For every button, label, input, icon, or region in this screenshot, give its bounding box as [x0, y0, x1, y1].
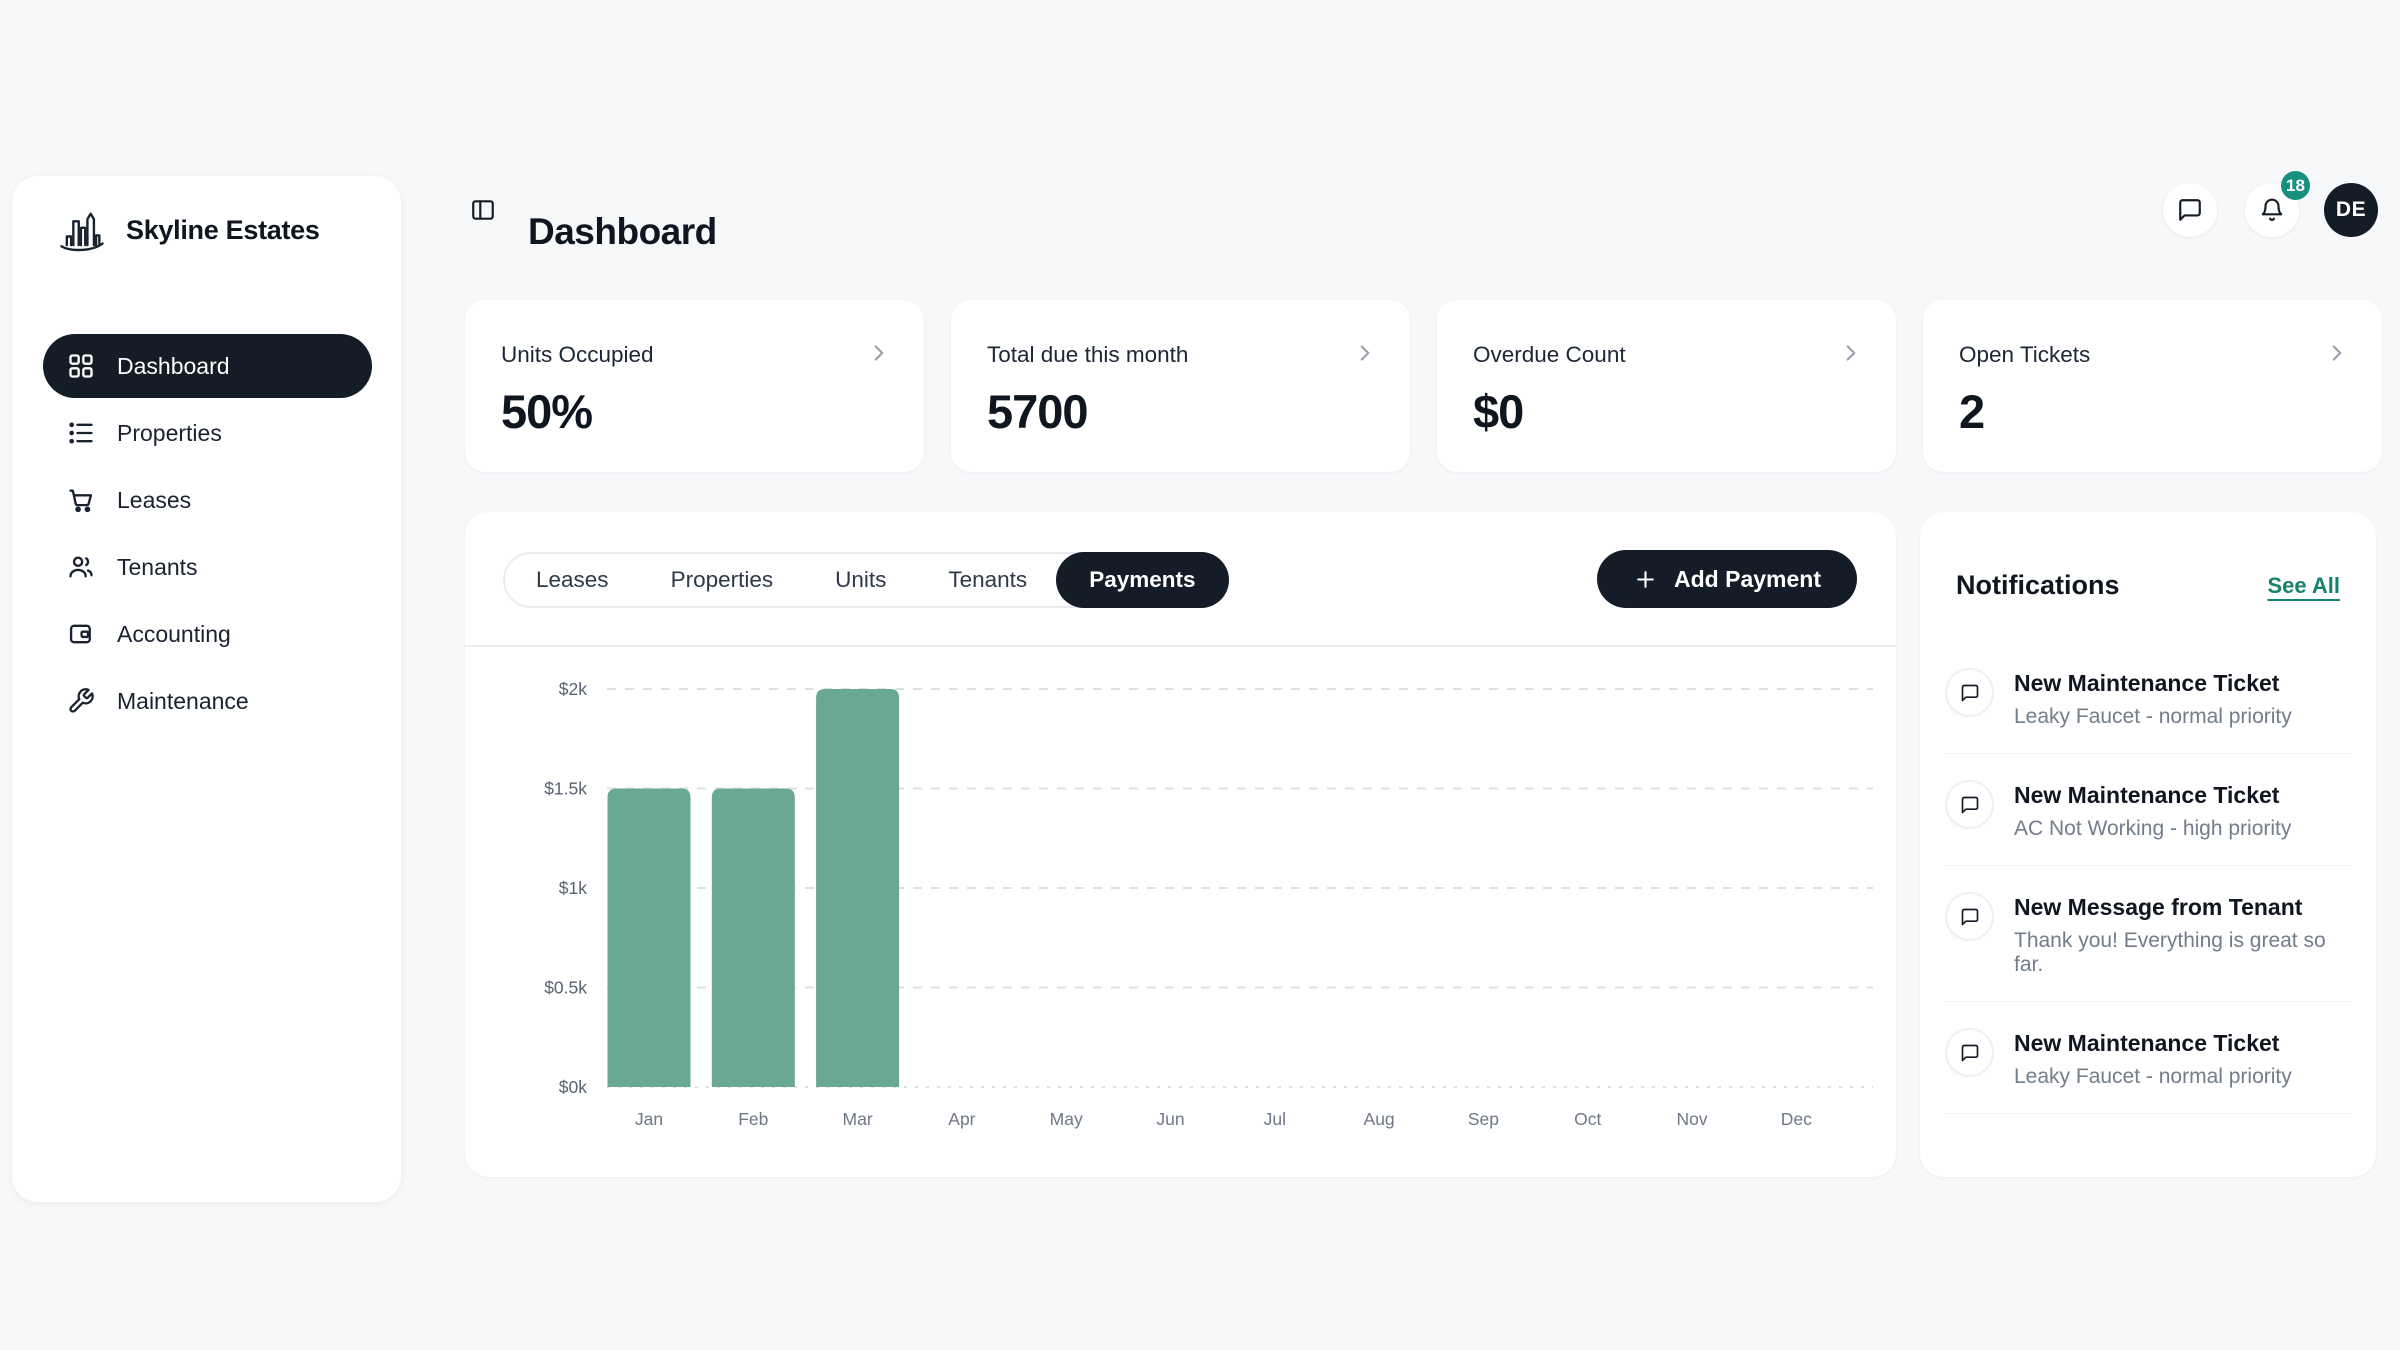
stat-card-open-tickets[interactable]: Open Tickets 2	[1923, 300, 2382, 472]
notifications-header: Notifications See All	[1956, 570, 2340, 601]
tab-leases[interactable]: Leases	[505, 554, 640, 606]
page-title: Dashboard	[528, 210, 717, 252]
bar-jan[interactable]	[607, 788, 691, 1088]
notifications-list: New Maintenance Ticket Leaky Faucet - no…	[1945, 642, 2351, 1134]
svg-text:$1.5k: $1.5k	[544, 779, 587, 799]
sidebar-item-properties[interactable]: Properties	[43, 401, 372, 465]
tab-properties[interactable]: Properties	[640, 554, 805, 606]
stat-card-overdue-count[interactable]: Overdue Count $0	[1437, 300, 1896, 472]
avatar[interactable]: DE	[2324, 183, 2378, 237]
tab-tenants[interactable]: Tenants	[917, 554, 1058, 606]
users-icon	[67, 553, 95, 581]
add-payment-button[interactable]: Add Payment	[1597, 550, 1857, 608]
sidebar-item-maintenance[interactable]: Maintenance	[43, 669, 372, 733]
notification-item[interactable]: New Maintenance Ticket AC Not Working - …	[1945, 754, 2351, 866]
svg-text:Jan: Jan	[635, 1109, 663, 1129]
svg-text:May: May	[1050, 1109, 1083, 1129]
bell-icon	[2259, 197, 2285, 223]
brand: Skyline Estates	[56, 204, 320, 256]
svg-text:Apr: Apr	[948, 1109, 975, 1129]
chart-bars	[607, 689, 900, 1088]
cart-icon	[67, 486, 95, 514]
svg-text:Mar: Mar	[843, 1109, 873, 1129]
notification-item[interactable]: New Message from Tenant Thank you! Every…	[1945, 866, 2351, 1002]
main-tabs: Leases Properties Units Tenants Payments	[503, 552, 1229, 608]
chevron-right-icon[interactable]	[1838, 340, 1864, 366]
payments-bar-chart: $0k $0.5k $1k $1.5k $2k Jan Feb Mar Apr May Jun Jul…	[544, 679, 1873, 1129]
sidebar-nav: Dashboard Properties Leases Tenants Acco…	[43, 334, 372, 733]
svg-text:$0.5k: $0.5k	[544, 978, 587, 998]
notification-item-clipped[interactable]	[1945, 1114, 2351, 1134]
bar-mar[interactable]	[816, 689, 900, 1087]
svg-text:$1k: $1k	[559, 878, 587, 898]
plus-icon	[1633, 567, 1658, 592]
notification-item[interactable]: New Maintenance Ticket Leaky Faucet - no…	[1945, 642, 2351, 754]
wallet-icon	[67, 620, 95, 648]
sidebar-item-dashboard[interactable]: Dashboard	[43, 334, 372, 398]
tab-units[interactable]: Units	[804, 554, 917, 606]
chevron-right-icon[interactable]	[1352, 340, 1378, 366]
chevron-right-icon[interactable]	[866, 340, 892, 366]
svg-text:Jun: Jun	[1156, 1109, 1184, 1129]
chat-bubble-icon	[1960, 907, 1980, 927]
stat-card-units-occupied[interactable]: Units Occupied 50%	[465, 300, 924, 472]
svg-text:Sep: Sep	[1468, 1109, 1499, 1129]
messages-button[interactable]	[2163, 183, 2217, 237]
list-icon	[67, 419, 95, 447]
bar-feb[interactable]	[711, 788, 795, 1088]
tab-payments[interactable]: Payments	[1056, 552, 1229, 608]
brand-name: Skyline Estates	[126, 214, 320, 245]
chat-bubble-icon	[1960, 1043, 1980, 1063]
skyline-logo-icon	[56, 204, 108, 256]
sidebar: Skyline Estates Dashboard Properties Lea…	[12, 176, 401, 1202]
see-all-link[interactable]: See All	[2267, 572, 2340, 598]
chevron-right-icon[interactable]	[2324, 340, 2350, 366]
grid-icon	[67, 352, 95, 380]
chat-bubble-icon	[1960, 683, 1980, 703]
chart-x-axis-labels: Jan Feb Mar Apr May Jun Jul Aug Sep Oct Nov Dec	[635, 1109, 1812, 1129]
notifications-panel: Notifications See All New Maintenance Ti…	[1920, 512, 2376, 1177]
svg-text:Oct: Oct	[1574, 1109, 1601, 1129]
sidebar-item-tenants[interactable]: Tenants	[43, 535, 372, 599]
sidebar-item-accounting[interactable]: Accounting	[43, 602, 372, 666]
svg-text:Jul: Jul	[1264, 1109, 1286, 1129]
svg-text:Aug: Aug	[1364, 1109, 1395, 1129]
chat-bubble-icon	[2177, 197, 2203, 223]
notification-count-badge: 18	[2281, 171, 2310, 200]
wrench-icon	[67, 687, 95, 715]
chat-bubble-icon	[1960, 795, 1980, 815]
notification-item[interactable]: New Maintenance Ticket Leaky Faucet - no…	[1945, 1002, 2351, 1114]
svg-text:Feb: Feb	[738, 1109, 768, 1129]
stat-cards-row: Units Occupied 50% Total due this month …	[465, 300, 2382, 472]
sidebar-item-leases[interactable]: Leases	[43, 468, 372, 532]
sidebar-toggle-icon[interactable]	[470, 197, 496, 223]
svg-text:$0k: $0k	[559, 1077, 587, 1097]
notifications-title: Notifications	[1956, 570, 2120, 600]
chart-panel: Leases Properties Units Tenants Payments Add…	[465, 512, 1896, 1177]
svg-text:Nov: Nov	[1676, 1109, 1707, 1129]
stat-card-total-due-this-month[interactable]: Total due this month 5700	[951, 300, 1410, 472]
svg-text:$2k: $2k	[559, 679, 587, 699]
svg-text:Dec: Dec	[1781, 1109, 1812, 1129]
panel-divider	[465, 645, 1896, 647]
